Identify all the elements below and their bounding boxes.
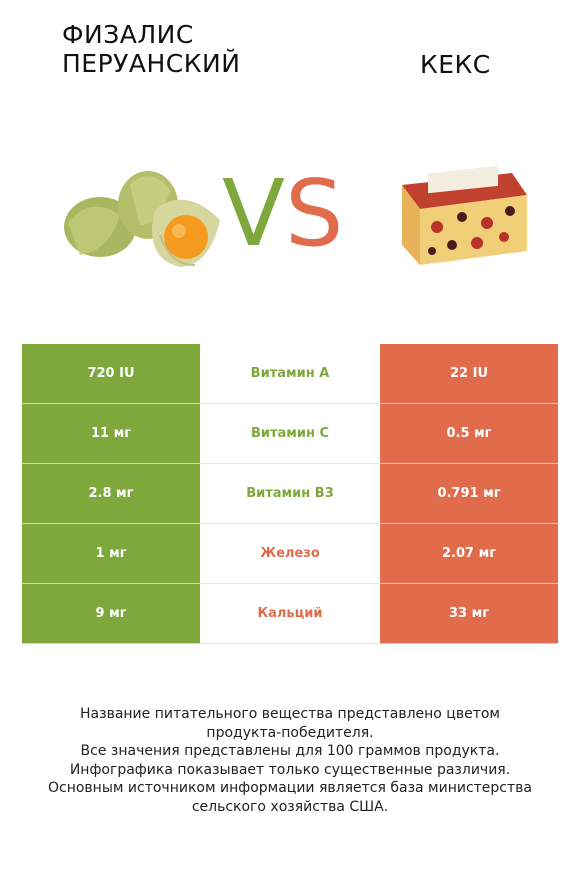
left-value-cell: 9 мг: [22, 584, 200, 644]
footer-line: Все значения представлены для 100 граммо…: [80, 743, 500, 759]
left-value-cell: 11 мг: [22, 404, 200, 464]
nutrient-name-cell: Витамин B3: [200, 464, 380, 524]
left-value-cell: 1 мг: [22, 524, 200, 584]
right-product-title: КЕКС: [420, 50, 491, 79]
comparison-table: 720 IU Витамин A 22 IU 11 мг Витамин C 0.5 мг…: [22, 344, 558, 644]
nutrient-name-cell: Кальций: [200, 584, 380, 644]
footer-line: Название питательного вещества представл…: [80, 706, 500, 722]
physalis-image: [64, 171, 220, 267]
vs-s-letter: S: [284, 160, 344, 267]
right-value-cell: 0.791 мг: [380, 464, 558, 524]
table-row: 1 мг Железо 2.07 мг: [22, 524, 558, 584]
left-value-cell: 720 IU: [22, 344, 200, 404]
nutrient-name-cell: Железо: [200, 524, 380, 584]
nutrient-name-cell: Витамин A: [200, 344, 380, 404]
vs-label: VS: [222, 168, 343, 260]
right-value-cell: 0.5 мг: [380, 404, 558, 464]
table-row: 11 мг Витамин C 0.5 мг: [22, 404, 558, 464]
footer-line: продукта-победителя.: [206, 724, 374, 741]
footer-notes: Название питательного вещества представл…: [20, 705, 560, 816]
table-row: 720 IU Витамин A 22 IU: [22, 344, 558, 404]
left-value-cell: 2.8 мг: [22, 464, 200, 524]
right-value-cell: 2.07 мг: [380, 524, 558, 584]
footer-line: сельского хозяйства США.: [191, 798, 389, 815]
right-value-cell: 33 мг: [380, 584, 558, 644]
cake-image: [402, 165, 527, 265]
table-row: 2.8 мг Витамин B3 0.791 мг: [22, 464, 558, 524]
footer-line: Основным источником информации является …: [48, 780, 532, 796]
right-value-cell: 22 IU: [380, 344, 558, 404]
vs-v-letter: V: [222, 160, 285, 267]
footer-line: Инфографика показывает только существенн…: [69, 761, 511, 778]
table-row: 9 мг Кальций 33 мг: [22, 584, 558, 644]
left-product-title: ФИЗАЛИС ПЕРУАНСКИЙ: [62, 20, 241, 78]
nutrient-name-cell: Витамин C: [200, 404, 380, 464]
